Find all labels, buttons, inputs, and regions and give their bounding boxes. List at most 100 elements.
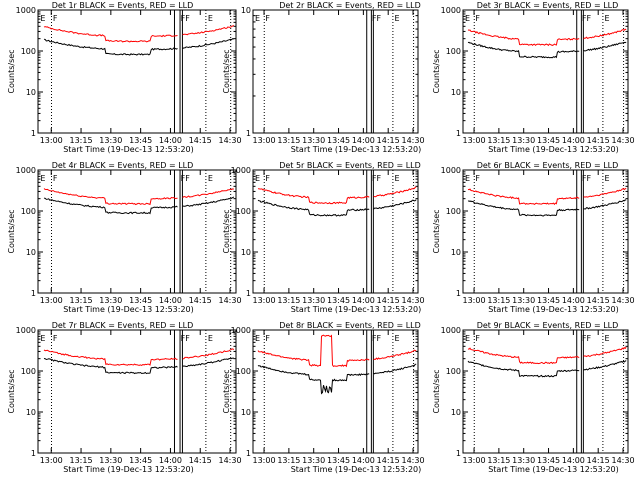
panel-title: Det 1r BLACK = Events, RED = LLD (52, 1, 194, 10)
y-tick-label: 1000 (231, 166, 251, 175)
x-tick-label: 14:30 (612, 136, 635, 145)
marker-label: E (465, 14, 470, 23)
x-axis-label: Start Time (19-Dec-13 12:53:20) (488, 145, 619, 154)
panel-title: Det 3r BLACK = Events, RED = LLD (477, 1, 619, 10)
panel-title: Det 8r BLACK = Events, RED = LLD (279, 321, 421, 330)
x-tick-label: 14:00 (562, 456, 585, 465)
x-tick-label: 13:30 (99, 296, 122, 305)
y-axis-label: Counts/sec (432, 209, 441, 253)
y-tick-label: 10 (26, 248, 36, 257)
y-tick-label: 100 (446, 207, 461, 216)
plot-frame (37, 9, 237, 134)
series-line-lld (467, 346, 627, 365)
panel-title: Det 5r BLACK = Events, RED = LLD (279, 161, 421, 170)
x-tick-label: 13:15 (70, 456, 93, 465)
y-axis-label: Counts/sec (432, 49, 441, 93)
x-tick-label: 13:15 (70, 136, 93, 145)
y-tick-label: 10 (241, 6, 251, 15)
y-tick-label: 100 (446, 367, 461, 376)
series-line-events (43, 196, 235, 215)
x-tick-label: 13:15 (487, 136, 510, 145)
plot-frame (252, 9, 419, 134)
x-tick-label: 13:00 (253, 136, 276, 145)
marker-label: E (395, 174, 400, 183)
marker-label: FF (181, 174, 191, 183)
plot-frame (37, 329, 237, 454)
y-axis-label: Counts/sec (222, 369, 231, 413)
x-tick-label: 13:45 (327, 456, 350, 465)
y-axis-label: Counts/sec (222, 49, 231, 93)
x-tick-label: 14:30 (219, 296, 242, 305)
series-line-lld (257, 186, 417, 205)
marker-label: E (605, 14, 610, 23)
x-tick-label: 13:45 (129, 296, 152, 305)
y-tick-label: 100 (21, 47, 36, 56)
y-tick-label: 100 (236, 207, 251, 216)
chart-panel-4: Det 4r BLACK = Events, RED = LLD 1 10 100 10… (7, 161, 242, 314)
x-axis-label: Start Time (19-Dec-13 12:53:20) (488, 465, 619, 474)
x-tick-label: 14:15 (587, 456, 610, 465)
marker-label: E (465, 334, 470, 343)
x-tick-label: 13:00 (463, 296, 486, 305)
x-tick-label: 14:15 (377, 296, 400, 305)
y-tick-label: 100 (446, 47, 461, 56)
x-tick-label: 13:00 (253, 456, 276, 465)
x-tick-label: 13:30 (302, 456, 325, 465)
x-tick-label: 13:15 (277, 296, 300, 305)
x-tick-label: 13:30 (512, 136, 535, 145)
x-tick-label: 14:15 (377, 456, 400, 465)
chart-panel-6: Det 6r BLACK = Events, RED = LLD 1 10 100 10… (432, 161, 635, 314)
x-tick-label: 14:15 (189, 456, 212, 465)
plot-frame (252, 329, 419, 454)
series-line-events (467, 41, 627, 59)
x-tick-label: 14:30 (402, 296, 425, 305)
plot-frame (462, 9, 629, 134)
x-tick-label: 13:00 (463, 456, 486, 465)
x-tick-label: 13:00 (40, 296, 63, 305)
marker-label: F (53, 334, 58, 343)
marker-label: E (40, 334, 45, 343)
y-tick-label: 100 (21, 367, 36, 376)
marker-label: FF (582, 334, 592, 343)
chart-panel-8: Det 8r BLACK = Events, RED = LLD 1 10 100 10… (222, 321, 425, 474)
series-line-lld (43, 348, 235, 366)
chart-panel-5: Det 5r BLACK = Events, RED = LLD 1 10 100 10… (222, 161, 425, 314)
panel-title: Det 2r BLACK = Events, RED = LLD (279, 1, 421, 10)
x-tick-label: 13:30 (99, 136, 122, 145)
marker-label: E (255, 14, 260, 23)
y-tick-label: 1 (246, 449, 251, 458)
marker-label: E (605, 334, 610, 343)
x-tick-label: 13:45 (537, 456, 560, 465)
series-line-events (467, 199, 627, 217)
x-tick-label: 13:30 (302, 136, 325, 145)
y-tick-label: 10 (451, 88, 461, 97)
panel-title: Det 4r BLACK = Events, RED = LLD (52, 161, 194, 170)
series-line-events (257, 199, 417, 217)
x-axis-label: Start Time (19-Dec-13 12:53:20) (291, 145, 422, 154)
marker-label: E (395, 14, 400, 23)
y-axis-label: Counts/sec (222, 209, 231, 253)
y-tick-label: 1 (246, 289, 251, 298)
y-tick-label: 10 (26, 408, 36, 417)
y-tick-label: 10 (241, 408, 251, 417)
y-tick-label: 10 (26, 88, 36, 97)
x-tick-label: 13:45 (537, 296, 560, 305)
plot-frame (462, 169, 629, 294)
x-tick-label: 14:00 (159, 296, 182, 305)
x-tick-label: 13:30 (302, 296, 325, 305)
marker-label: F (265, 334, 270, 343)
y-tick-label: 100 (21, 207, 36, 216)
marker-label: F (265, 14, 270, 23)
x-axis-label: Start Time (19-Dec-13 12:53:20) (63, 305, 194, 314)
y-axis-label: Counts/sec (7, 49, 16, 93)
x-tick-label: 13:15 (487, 296, 510, 305)
x-tick-label: 14:30 (402, 456, 425, 465)
x-tick-label: 14:00 (352, 136, 375, 145)
x-tick-label: 13:45 (327, 296, 350, 305)
x-tick-label: 13:15 (70, 296, 93, 305)
marker-label: E (208, 334, 213, 343)
series-line-lld (43, 25, 235, 43)
x-tick-label: 14:15 (377, 136, 400, 145)
marker-label: FF (181, 14, 191, 23)
x-tick-label: 13:30 (512, 296, 535, 305)
